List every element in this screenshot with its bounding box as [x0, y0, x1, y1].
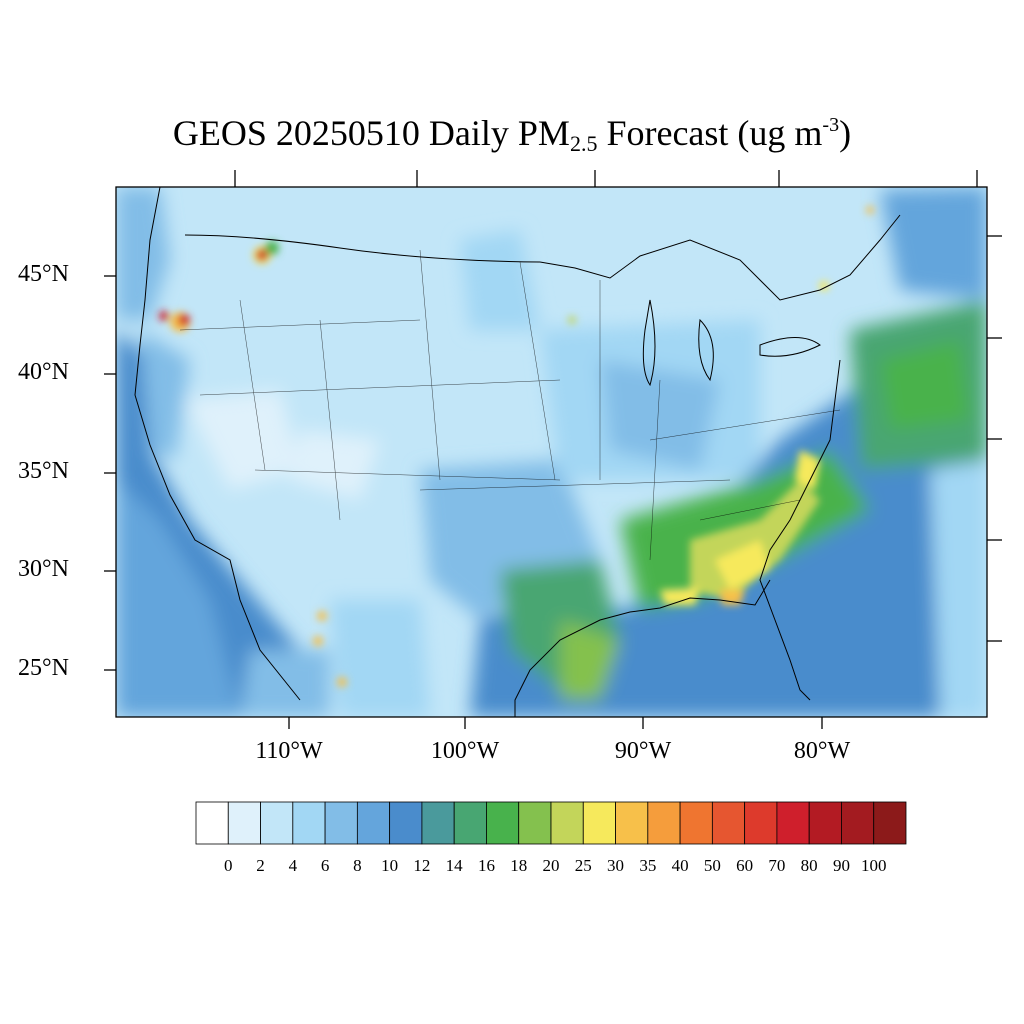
colorbar-swatch	[292, 801, 326, 845]
colorbar-tick-label: 35	[639, 856, 657, 875]
colorbar-swatch	[711, 801, 746, 845]
colorbar-swatch	[808, 801, 842, 845]
lat-label-40n: 40°N	[18, 359, 69, 385]
colorbar-tick-label: 18	[510, 856, 528, 875]
map-frame	[115, 186, 988, 718]
boundaries	[134, 187, 901, 717]
colorbar-tick-label: 40	[671, 856, 689, 875]
colorbar-tick-label: 6	[320, 856, 330, 875]
colorbar	[195, 801, 907, 845]
colorbar-swatch	[841, 801, 875, 845]
lon-label-90w: 90°W	[614, 738, 672, 764]
colorbar-tick-label: 90	[832, 856, 850, 875]
lon-label-100w: 100°W	[430, 738, 500, 764]
colorbar-swatch	[389, 801, 423, 845]
colorbar-swatch	[582, 801, 616, 845]
lat-label-25n: 25°N	[18, 655, 69, 681]
colorbar-swatch	[356, 801, 391, 845]
lat-label-45n: 45°N	[18, 261, 69, 287]
colorbar-swatch	[453, 801, 487, 845]
colorbar-swatch	[679, 801, 713, 845]
colorbar-tick-label: 8	[353, 856, 362, 875]
colorbar-tick-label: 60	[736, 856, 754, 875]
page-title: GEOS 20250510 Daily PM2.5 Forecast (ug m…	[172, 113, 852, 156]
colorbar-tick-label: 4	[288, 856, 298, 875]
colorbar-swatch	[550, 801, 584, 845]
lat-label-35n: 35°N	[18, 458, 69, 484]
lon-label-110w: 110°W	[255, 738, 323, 764]
colorbar-tick-label: 20	[542, 856, 560, 875]
colorbar-tick-label: 2	[256, 856, 265, 875]
colorbar-swatch	[227, 801, 261, 845]
lon-label-80w: 80°W	[793, 738, 851, 764]
colorbar-swatch	[486, 801, 520, 845]
colorbar-tick-label: 16	[477, 856, 495, 875]
colorbar-tick-label: 12	[413, 856, 431, 875]
colorbar-tick-label: 80	[800, 856, 818, 875]
colorbar-tick-label: 14	[445, 856, 463, 875]
colorbar-swatch	[260, 801, 294, 845]
colorbar-tick-label: 100	[860, 856, 887, 875]
colorbar-swatch	[744, 801, 778, 845]
colorbar-tick-label: 70	[768, 856, 786, 875]
colorbar-swatch	[324, 801, 358, 845]
colorbar-swatch	[195, 801, 229, 845]
colorbar-swatch	[776, 801, 810, 845]
colorbar-tick-label: 30	[607, 856, 625, 875]
colorbar-swatch	[615, 801, 649, 845]
colorbar-tick-label: 0	[224, 856, 233, 875]
pm25-field	[116, 187, 987, 717]
colorbar-swatch	[518, 801, 552, 845]
colorbar-swatch	[421, 801, 455, 845]
axis-ticks	[104, 170, 1002, 729]
lat-label-30n: 30°N	[18, 556, 69, 582]
state-lines	[179, 249, 841, 561]
colorbar-tick-label: 10	[381, 856, 399, 875]
colorbar-tick-label: 50	[703, 856, 721, 875]
colorbar-swatch	[647, 801, 681, 845]
colorbar-swatch	[873, 801, 907, 845]
colorbar-tick-label: 25	[574, 856, 592, 875]
